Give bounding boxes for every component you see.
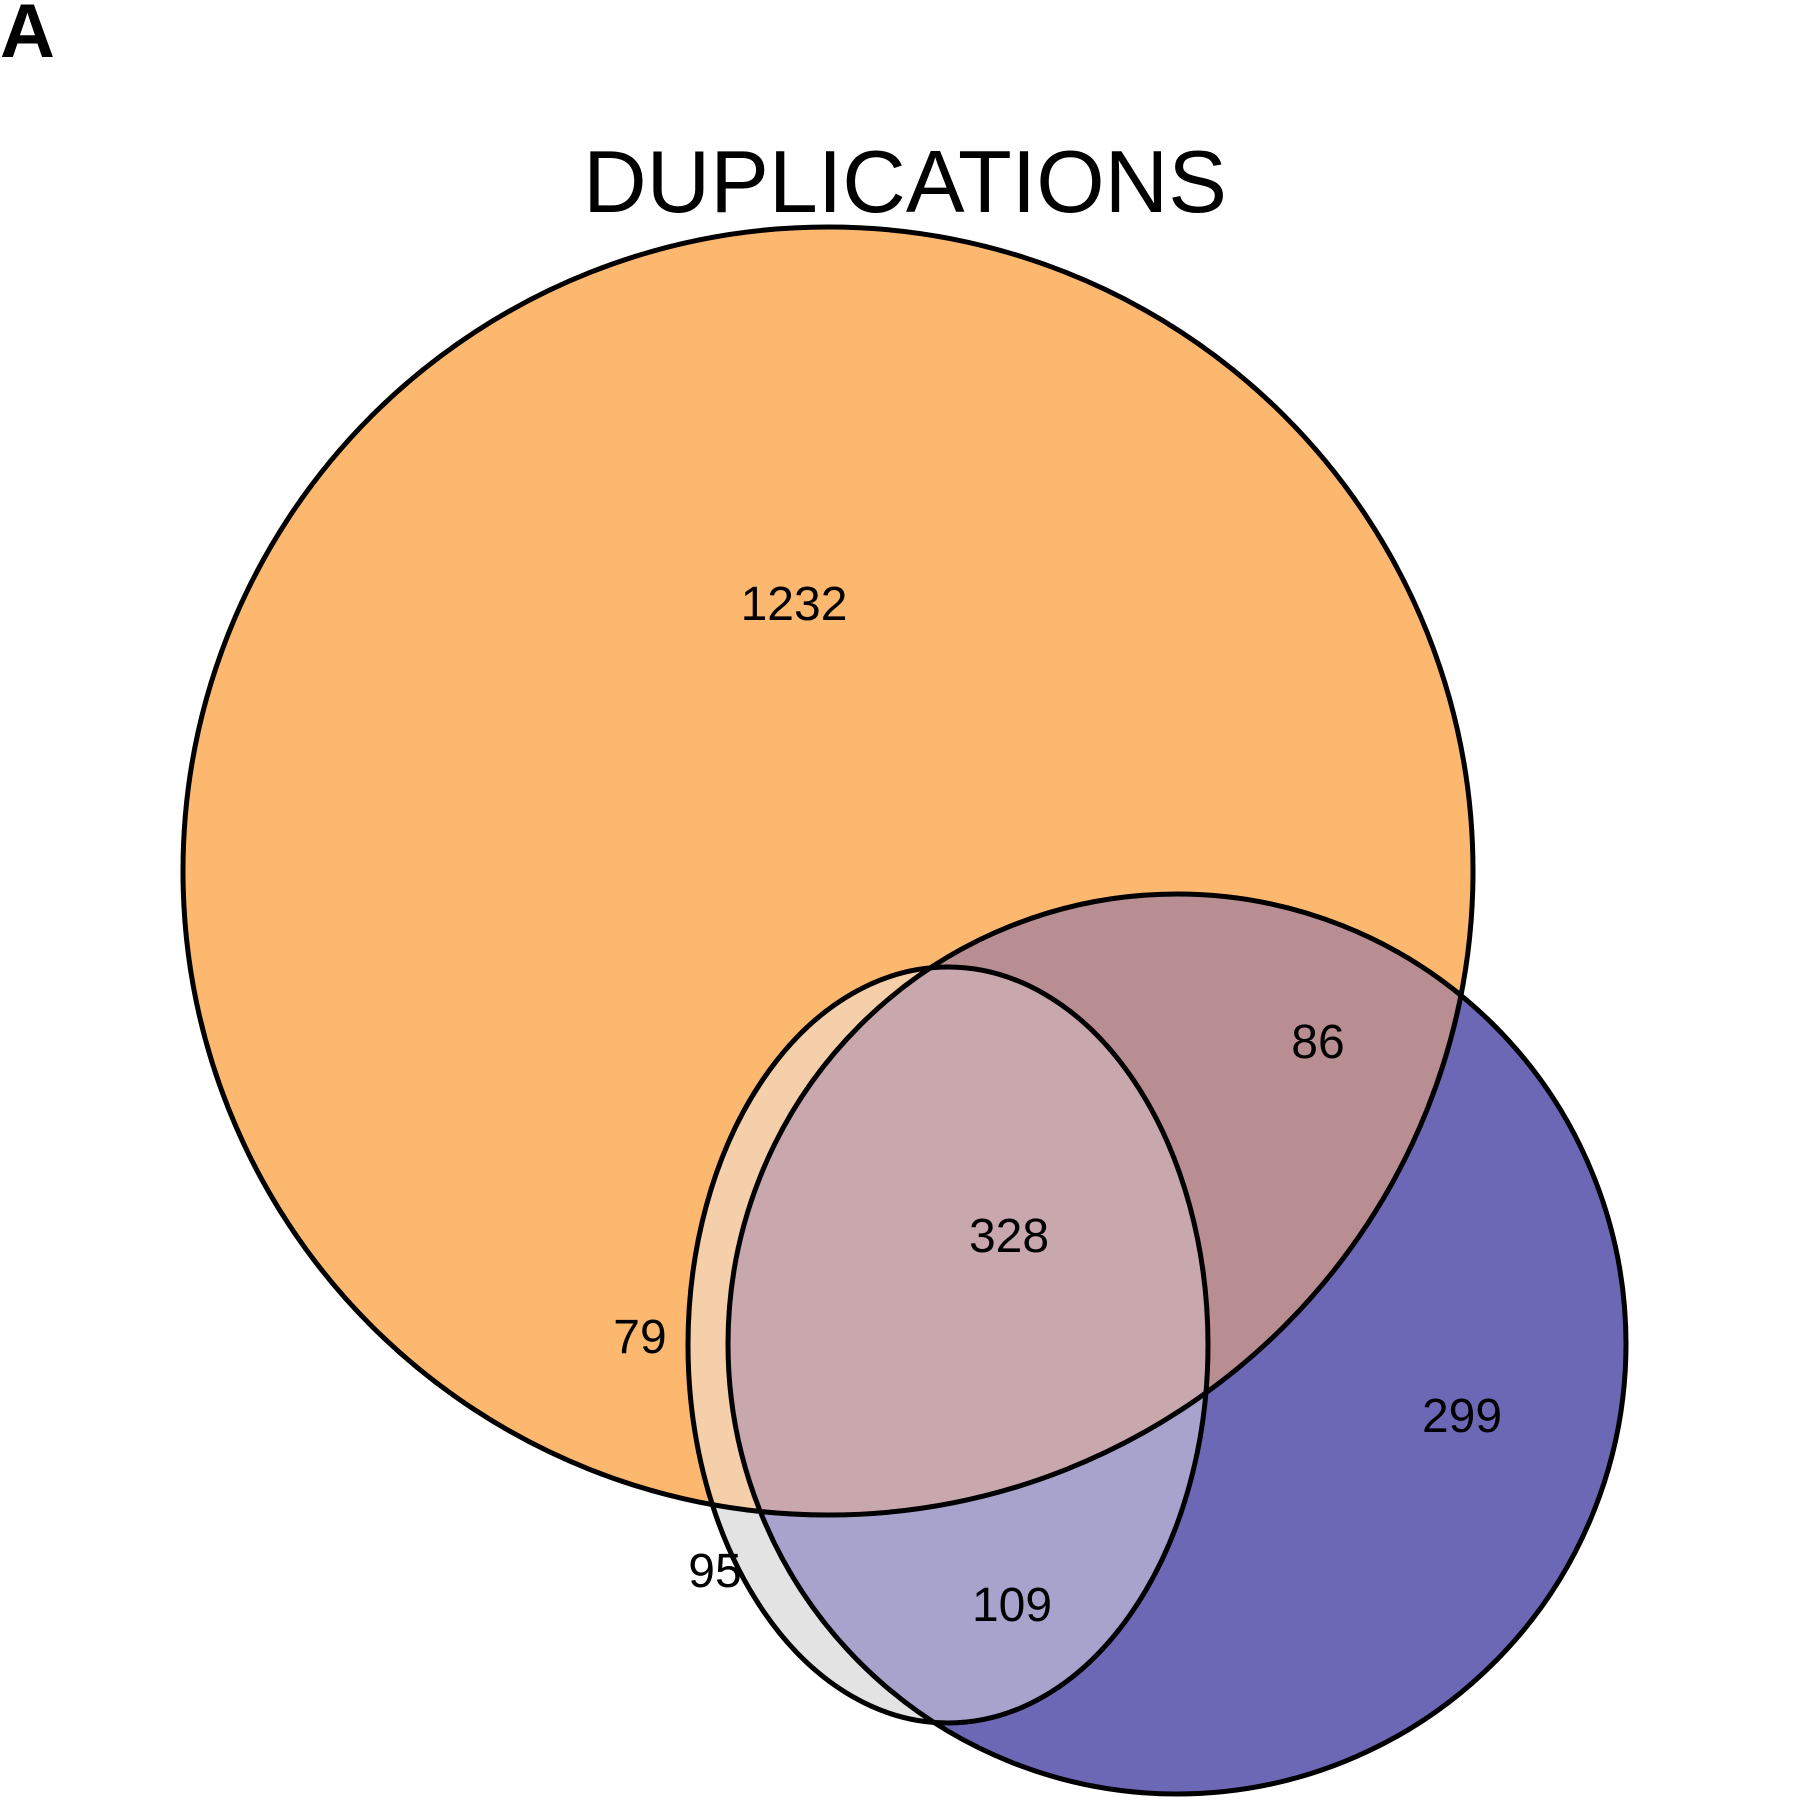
region-abc-top-fill xyxy=(728,967,1208,1515)
region-b-label: 95 xyxy=(688,1545,741,1598)
region-ab-label: 79 xyxy=(613,1311,666,1364)
panel-label: A xyxy=(0,0,55,74)
set-c-outline xyxy=(725,891,1629,1797)
region-c-label: 299 xyxy=(1422,1390,1502,1443)
set-a-outline xyxy=(180,224,1476,1518)
region-abc-label: 328 xyxy=(969,1210,1049,1263)
set-b-outline xyxy=(685,964,1211,1726)
region-bc-label: 109 xyxy=(972,1579,1052,1632)
chart-title: DUPLICATIONS xyxy=(583,132,1227,231)
region-ac-label: 86 xyxy=(1291,1016,1344,1069)
region-a-label: 1232 xyxy=(741,578,848,631)
